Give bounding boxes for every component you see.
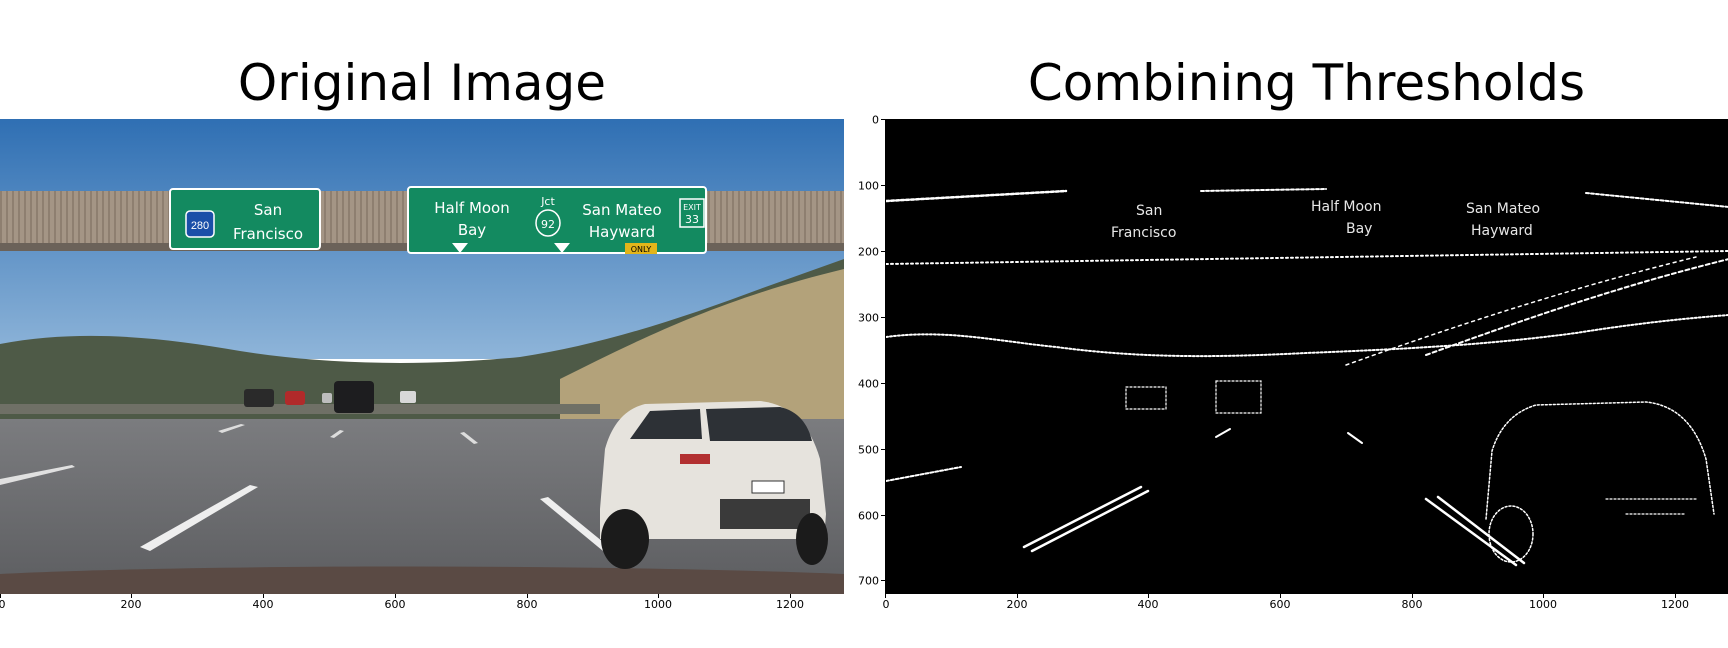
right-xtick: 400 (1137, 598, 1159, 611)
left-xtick: 1200 (776, 598, 804, 611)
right-ytick: 300 (858, 311, 879, 325)
svg-text:San Mateo: San Mateo (1466, 201, 1540, 217)
left-xtick: 0 (0, 598, 6, 611)
svg-text:33: 33 (685, 213, 699, 226)
right-xtick: 600 (1269, 598, 1291, 611)
svg-text:92: 92 (541, 218, 555, 231)
right-ytick: 0 (872, 113, 879, 127)
right-ytick: 400 (858, 377, 879, 391)
svg-text:EXIT: EXIT (683, 203, 701, 212)
svg-text:Hayward: Hayward (1471, 223, 1533, 239)
right-panel-title: Combining Thresholds (1027, 54, 1586, 112)
svg-text:Francisco: Francisco (1111, 225, 1176, 241)
left-xtick: 600 (384, 598, 406, 611)
svg-text:Half Moon: Half Moon (434, 199, 510, 217)
svg-text:San Mateo: San Mateo (582, 201, 661, 219)
svg-text:ONLY: ONLY (631, 245, 652, 254)
left-xtick: 1000 (644, 598, 672, 611)
left-xtick: 800 (516, 598, 538, 611)
svg-text:Bay: Bay (458, 221, 486, 239)
right-ytick: 100 (858, 179, 879, 193)
left-panel-title: Original Image (237, 54, 607, 112)
svg-text:Hayward: Hayward (589, 223, 655, 241)
right-xtick: 800 (1401, 598, 1423, 611)
right-xtick: 1200 (1661, 598, 1689, 611)
right-xtick: 200 (1006, 598, 1028, 611)
svg-text:Half Moon: Half Moon (1311, 199, 1381, 215)
right-ytick: 200 (858, 245, 879, 259)
left-xtick: 200 (120, 598, 142, 611)
right-ytick: 500 (858, 443, 879, 457)
threshold-image: San Francisco Half Moon Bay San Mateo Ha… (885, 119, 1728, 594)
svg-text:San: San (254, 201, 282, 219)
right-ytick: 700 (858, 574, 879, 588)
shield-280-text: 280 (191, 220, 209, 232)
svg-text:Francisco: Francisco (233, 225, 303, 243)
svg-text:Bay: Bay (1346, 221, 1372, 237)
right-ytick: 600 (858, 509, 879, 523)
svg-text:San: San (1136, 203, 1162, 219)
original-image: 280 San Francisco Half Moon Bay Jct 92 S… (0, 119, 844, 594)
svg-text:Jct: Jct (540, 195, 555, 208)
right-xtick: 1000 (1529, 598, 1557, 611)
right-xtick: 0 (882, 598, 890, 611)
left-xtick: 400 (252, 598, 274, 611)
